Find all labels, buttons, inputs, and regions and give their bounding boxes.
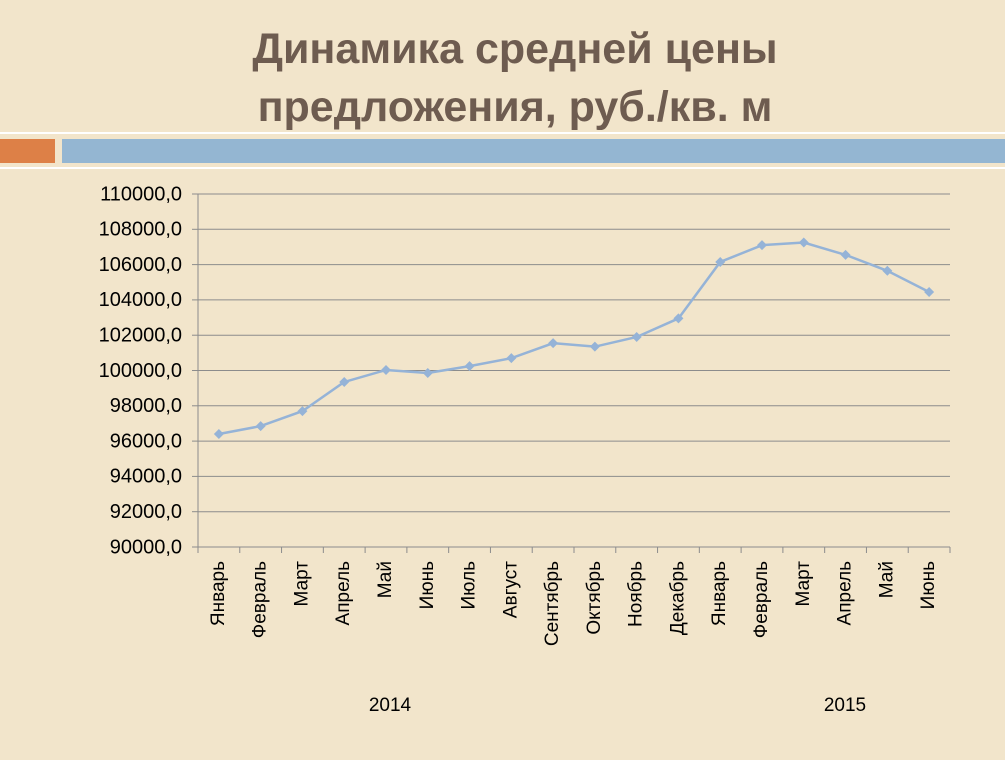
y-tick-label: 100000,0	[99, 360, 182, 382]
x-tick-label: Июль	[459, 561, 480, 610]
data-point	[297, 406, 308, 417]
y-tick-label: 110000,0	[100, 183, 182, 205]
data-point	[422, 367, 433, 378]
x-tick-label: Май	[876, 561, 897, 598]
y-tick-label: 106000,0	[99, 254, 182, 276]
data-point	[255, 421, 266, 432]
x-tick-label: Декабрь	[667, 561, 688, 635]
y-tick-label: 104000,0	[99, 289, 182, 311]
data-point	[840, 249, 851, 260]
y-tick-label: 90000,0	[110, 536, 182, 558]
x-tick-label: Сентябрь	[542, 561, 563, 646]
accent-bar	[0, 139, 55, 163]
x-tick-label: Февраль	[250, 561, 271, 638]
x-tick-label: Февраль	[751, 561, 772, 638]
x-tick-label: Август	[500, 561, 521, 618]
year-label: 2014	[369, 695, 412, 716]
y-tick-label: 92000,0	[110, 501, 182, 523]
data-point	[464, 361, 475, 372]
x-tick-label: Март	[291, 561, 312, 607]
year-label: 2015	[824, 695, 866, 716]
data-point	[339, 376, 350, 387]
series-line	[218, 241, 930, 436]
data-point	[882, 265, 893, 276]
x-tick-label: Июнь	[417, 561, 438, 609]
accent-bar	[62, 139, 1005, 163]
data-point	[631, 331, 642, 342]
x-tick-label: Март	[793, 561, 814, 607]
chart-title: Динамика средней цены предложения, руб./к…	[252, 25, 777, 131]
x-tick-label: Октябрь	[584, 561, 605, 635]
data-point	[757, 240, 767, 251]
data-point	[673, 313, 684, 324]
data-point	[381, 364, 391, 375]
data-point	[589, 341, 600, 352]
y-tick-label: 108000,0	[99, 219, 182, 241]
data-point	[506, 353, 517, 364]
x-tick-label: Январь	[709, 561, 730, 626]
data-point	[924, 286, 935, 297]
y-tick-label: 102000,0	[99, 324, 182, 346]
y-tick-label: 96000,0	[110, 430, 182, 452]
x-tick-label: Апрель	[333, 561, 354, 626]
y-tick-label: 98000,0	[110, 395, 182, 417]
x-tick-label: Май	[375, 561, 396, 598]
data-point	[548, 338, 559, 349]
x-tick-label: Январь	[208, 561, 229, 626]
x-tick-label: Ноябрь	[626, 561, 647, 627]
x-tick-label: Апрель	[835, 561, 856, 626]
data-point	[715, 256, 726, 267]
data-point	[213, 429, 224, 440]
data-point	[798, 237, 809, 248]
y-tick-label: 94000,0	[110, 466, 182, 488]
x-tick-label: Июнь	[918, 561, 939, 609]
